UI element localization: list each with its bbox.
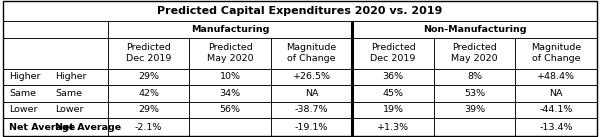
Text: 45%: 45%: [383, 89, 404, 98]
Text: Magnitude
of Change: Magnitude of Change: [531, 43, 581, 63]
Text: Lower: Lower: [55, 105, 84, 114]
Text: Net Average: Net Average: [55, 123, 122, 132]
Bar: [352, 118, 434, 136]
Bar: [108, 69, 190, 85]
Bar: [3, 1, 597, 21]
Text: +1.3%: +1.3%: [377, 123, 409, 132]
Text: 29%: 29%: [138, 105, 159, 114]
Text: Non-Manufacturing: Non-Manufacturing: [423, 25, 526, 34]
Bar: [352, 21, 597, 38]
Bar: [108, 85, 190, 102]
Bar: [271, 102, 352, 118]
Text: 34%: 34%: [220, 89, 241, 98]
Text: Higher: Higher: [55, 72, 87, 81]
Bar: [352, 38, 434, 69]
Bar: [190, 102, 271, 118]
Text: Magnitude
of Change: Magnitude of Change: [287, 43, 337, 63]
Bar: [434, 38, 515, 69]
Text: Lower: Lower: [9, 105, 37, 114]
Text: 39%: 39%: [464, 105, 485, 114]
Text: Higher: Higher: [9, 72, 41, 81]
Bar: [271, 69, 352, 85]
Text: -19.1%: -19.1%: [295, 123, 328, 132]
Text: 8%: 8%: [467, 72, 482, 81]
Text: 19%: 19%: [383, 105, 404, 114]
Text: 53%: 53%: [464, 89, 485, 98]
Bar: [3, 21, 108, 38]
Text: -13.4%: -13.4%: [539, 123, 573, 132]
Bar: [3, 38, 108, 69]
Bar: [190, 118, 271, 136]
Bar: [515, 85, 597, 102]
Bar: [515, 102, 597, 118]
Bar: [434, 118, 515, 136]
Text: Predicted
May 2020: Predicted May 2020: [451, 43, 498, 63]
Bar: [352, 85, 434, 102]
Bar: [190, 85, 271, 102]
Bar: [108, 118, 190, 136]
Text: 36%: 36%: [383, 72, 404, 81]
Text: 56%: 56%: [220, 105, 241, 114]
Text: 10%: 10%: [220, 72, 241, 81]
Text: -38.7%: -38.7%: [295, 105, 328, 114]
Bar: [352, 102, 434, 118]
Text: +26.5%: +26.5%: [293, 72, 331, 81]
Text: NA: NA: [550, 89, 563, 98]
Bar: [434, 69, 515, 85]
Bar: [3, 118, 108, 136]
Bar: [434, 102, 515, 118]
Text: Predicted
Dec 2019: Predicted Dec 2019: [126, 43, 171, 63]
Text: Same: Same: [9, 89, 36, 98]
Bar: [3, 85, 108, 102]
Text: -44.1%: -44.1%: [539, 105, 573, 114]
Bar: [190, 38, 271, 69]
Text: NA: NA: [305, 89, 319, 98]
Text: Net Average: Net Average: [9, 123, 75, 132]
Bar: [515, 118, 597, 136]
Text: -2.1%: -2.1%: [135, 123, 162, 132]
Bar: [271, 85, 352, 102]
Bar: [108, 102, 190, 118]
Bar: [271, 118, 352, 136]
Bar: [3, 102, 108, 118]
Bar: [515, 38, 597, 69]
Text: +48.4%: +48.4%: [537, 72, 575, 81]
Text: Manufacturing: Manufacturing: [191, 25, 269, 34]
Bar: [352, 69, 434, 85]
Bar: [3, 69, 108, 85]
Bar: [434, 85, 515, 102]
Bar: [108, 21, 352, 38]
Bar: [515, 69, 597, 85]
Text: 29%: 29%: [138, 72, 159, 81]
Text: Predicted
Dec 2019: Predicted Dec 2019: [370, 43, 416, 63]
Text: 42%: 42%: [138, 89, 159, 98]
Bar: [108, 38, 190, 69]
Bar: [190, 69, 271, 85]
Text: Predicted
May 2020: Predicted May 2020: [207, 43, 253, 63]
Bar: [271, 38, 352, 69]
Text: Same: Same: [55, 89, 82, 98]
Text: Predicted Capital Expenditures 2020 vs. 2019: Predicted Capital Expenditures 2020 vs. …: [157, 6, 443, 16]
